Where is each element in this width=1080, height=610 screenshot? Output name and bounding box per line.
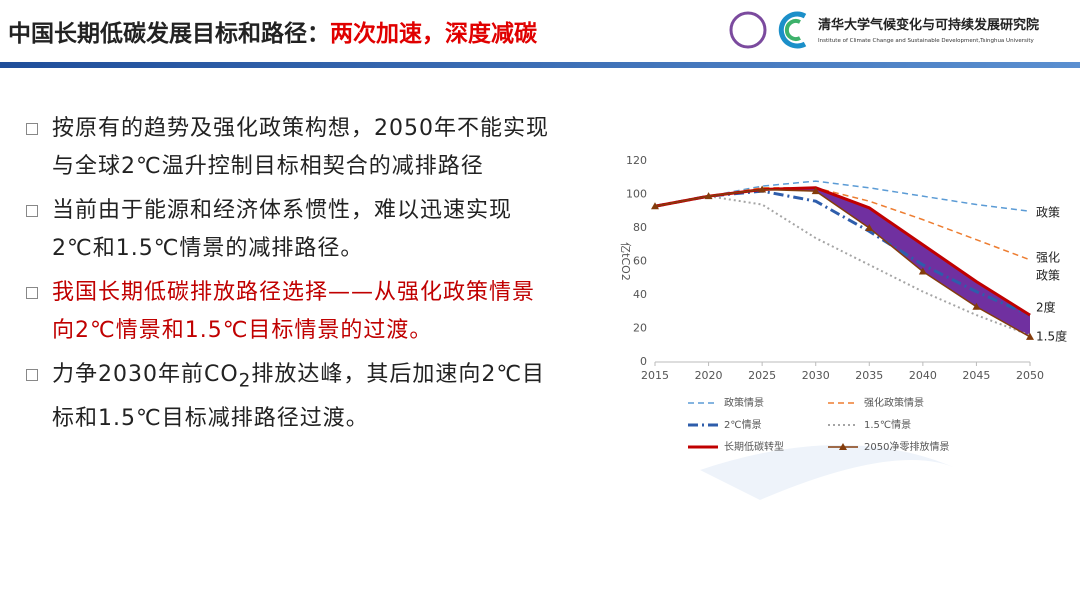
- title-text: 中国长期低碳发展目标和路径：: [8, 21, 330, 47]
- x-tick-label: 2015: [641, 369, 669, 382]
- bullet: 我国长期低碳排放路径选择——从强化政策情景向2℃情景和1.5℃目标情景的过渡。: [22, 274, 552, 350]
- x-tick-label: 2030: [802, 369, 830, 382]
- bullet: 当前由于能源和经济体系惯性，难以迅速实现2℃和1.5℃情景的减排路径。: [22, 192, 552, 268]
- y-tick-label: 0: [640, 355, 647, 368]
- org-name-en: Institute of Climate Change and Sustaina…: [818, 38, 1034, 44]
- series-line: [654, 188, 1031, 338]
- x-tick-label: 2040: [909, 369, 937, 382]
- header-bar: [0, 62, 1080, 68]
- x-tick-label: 2025: [748, 369, 776, 382]
- y-tick-label: 80: [633, 221, 647, 234]
- x-tick-label: 2020: [695, 369, 723, 382]
- series-marker: [651, 202, 659, 210]
- series-marker: [865, 224, 874, 231]
- end-label: 2度: [1036, 300, 1056, 315]
- y-axis-label: 亿tCO2: [619, 242, 632, 281]
- series-marker: [758, 185, 767, 193]
- logo-institute: [778, 11, 807, 49]
- end-label: 政策: [1036, 206, 1060, 220]
- x-tick-label: 2050: [1016, 369, 1044, 382]
- end-label: 政策: [1036, 269, 1060, 283]
- series-marker: [811, 187, 820, 195]
- bullet-text: 排放达峰，其后加速向2℃目标和1.5℃目标减排路径过渡。: [52, 362, 546, 432]
- title-highlight: 两次加速，深度减碳: [330, 21, 537, 47]
- end-label: 1.5度: [1036, 329, 1067, 344]
- y-tick-label: 20: [633, 322, 647, 335]
- series-marker: [972, 302, 981, 310]
- y-tick-label: 120: [626, 154, 647, 167]
- x-tick-label: 2035: [855, 369, 883, 382]
- legend-label: 长期低碳转型: [724, 440, 784, 453]
- bullet-text: 力争2030年前CO: [52, 362, 239, 387]
- series-marker: [918, 267, 927, 275]
- series-marker: [1026, 332, 1034, 340]
- legend-label: 2050净零排放情景: [864, 440, 949, 453]
- bullet: 力争2030年前CO2排放达峰，其后加速向2℃目标和1.5℃目标减排路径过渡。: [22, 356, 552, 438]
- legend-marker: [839, 443, 847, 450]
- logo-tsinghua: [729, 11, 767, 49]
- bullet-list: 按原有的趋势及强化政策构想，2050年不能实现与全球2℃温升控制目标相契合的减排…: [22, 110, 552, 444]
- org-name: 清华大学气候变化与可持续发展研究院: [818, 18, 1040, 33]
- series-line: [654, 195, 1031, 337]
- x-tick-label: 2045: [962, 369, 990, 382]
- slide-title: 中国长期低碳发展目标和路径：两次加速，深度减碳: [8, 14, 537, 48]
- y-tick-label: 60: [633, 255, 647, 268]
- y-tick-label: 40: [633, 288, 647, 301]
- legend-label: 强化政策情景: [864, 396, 924, 409]
- legend-label: 1.5℃情景: [864, 418, 911, 431]
- bullet-text: 2: [238, 370, 252, 392]
- end-label: 强化: [1036, 251, 1060, 265]
- legend-label: 2℃情景: [724, 418, 762, 431]
- bullet: 按原有的趋势及强化政策构想，2050年不能实现与全球2℃温升控制目标相契合的减排…: [22, 110, 552, 186]
- watermark: [700, 445, 960, 500]
- logo-institute-inner: [784, 19, 801, 41]
- legend-label: 政策情景: [724, 396, 764, 409]
- series-marker: [704, 192, 713, 200]
- y-tick-label: 100: [626, 188, 647, 201]
